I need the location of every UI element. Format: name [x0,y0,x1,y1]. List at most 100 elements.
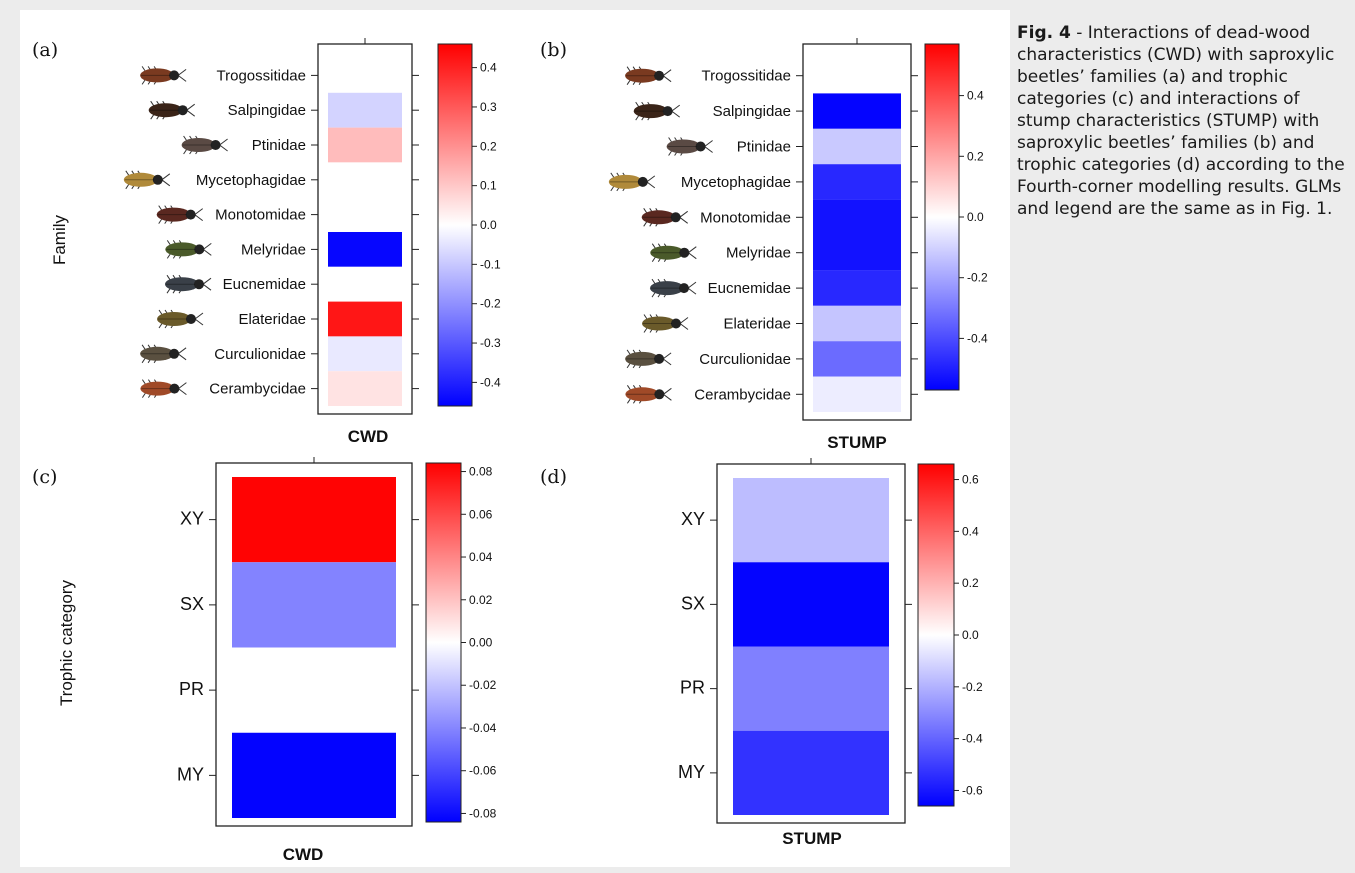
beetle-head [695,141,706,152]
colorbar [917,463,955,807]
colorbar-tick-label: -0.4 [480,375,501,389]
beetle-antenna [662,352,672,360]
colorbar [924,43,960,391]
heat-cell [232,647,396,733]
colorbar [425,462,462,823]
heat-cell [813,199,901,235]
beetle-antenna [646,181,656,189]
beetle-body [148,103,183,118]
row-label: Eucnemidae [708,280,791,297]
colorbar-tick-label: -0.2 [967,271,988,285]
heat-cell [733,478,889,563]
colorbar-tick-label: 0.08 [469,465,493,479]
beetle-icon [625,385,672,404]
beetle-body [625,387,660,402]
colorbar-tick-label: 0.2 [967,149,984,163]
colorbar-tick-label: 0.0 [962,628,979,642]
beetle-body [625,351,660,366]
beetle-antenna [177,347,187,355]
colorbar [437,43,473,407]
beetle-antenna [687,246,697,254]
row-label: Curculionidae [214,346,306,363]
colorbar-tick-label: 0.0 [480,218,497,232]
caption-text: - Interactions of dead-wood characterist… [1017,23,1345,219]
beetle-antenna [671,110,681,118]
x-axis-label: STUMP [782,829,842,848]
beetle-antenna [177,69,187,76]
beetle-antenna [202,283,212,291]
beetle-antenna [161,179,171,187]
beetle-antenna [679,216,689,224]
colorbar-tick-label: -0.4 [967,331,988,345]
beetle-head [185,209,196,220]
beetle-body [642,316,676,331]
heat-cell [328,92,402,128]
row-label: XY [681,509,705,529]
beetle-icon [140,379,187,398]
beetle-antenna [687,252,697,260]
colorbar-tick-label: -0.4 [962,732,983,746]
heat-cell [328,58,402,93]
beetle-head [654,70,665,81]
beetle-head [152,174,163,185]
heat-cell [232,477,396,563]
colorbar-tick-label: 0.0 [967,210,984,224]
beetle-antenna [194,312,204,320]
beetle-body [165,277,199,292]
beetle-antenna [662,75,672,83]
heat-cell [328,266,402,302]
beetle-body [156,207,191,222]
heatmap-panel-d: (d) XY SX PR MY STUMP 0.6 0.4 0.2 0.0 -0.2 -0.4 -0.6 [540,458,983,848]
beetle-head [679,247,690,258]
beetle-body [666,139,701,154]
beetle-icon [625,349,672,369]
panel-label: (d) [540,466,567,488]
colorbar-tick-label: -0.2 [962,680,983,694]
beetle-antenna [663,387,672,395]
colorbar-tick-label: -0.04 [469,721,497,735]
heatmap-panel-a: (a) Trogossitidae Salpingidae Ptinidae Mycet… [32,38,501,446]
heat-cell [232,562,396,648]
beetle-icon [650,243,697,262]
colorbar-tick-label: 0.1 [480,179,497,193]
heat-cell [733,646,889,731]
x-axis-label: CWD [283,845,324,864]
beetle-head [671,318,681,329]
beetle-icon [666,137,713,156]
beetle-icon [165,274,212,294]
beetle-head [662,106,673,117]
beetle-antenna [202,277,212,285]
beetle-body [181,138,216,152]
colorbar-tick-label: -0.02 [469,678,497,692]
beetle-antenna [177,75,187,82]
heat-cell [328,301,402,337]
beetle-head [194,279,204,290]
beetle-head [177,105,188,116]
beetle-antenna [203,248,212,256]
heat-cell [813,93,901,129]
beetle-icon [156,205,203,224]
figure-panel: (a) Trogossitidae Salpingidae Ptinidae Mycet… [20,10,1010,867]
beetle-antenna [186,109,195,117]
beetle-head [670,212,681,223]
colorbar-tick-label: 0.3 [480,100,497,114]
beetle-icon [157,309,204,329]
row-label: XY [180,509,204,529]
row-label: Ptinidae [252,137,306,154]
heat-cell [813,128,901,165]
row-label: Cerambycidae [694,386,791,403]
y-axis-label: Family [50,214,69,265]
beetle-icon [608,172,656,192]
beetle-body [140,68,175,83]
heat-cell [813,270,901,306]
heat-cell [328,162,402,198]
beetle-icon [123,170,171,190]
colorbar-tick-label: 0.6 [962,473,979,487]
figure-canvas: (a) Trogossitidae Salpingidae Ptinidae Mycet… [32,38,988,864]
row-label: Elateridae [723,316,791,333]
beetle-body [608,174,643,189]
row-label: PR [680,678,705,698]
beetle-antenna [194,318,204,326]
beetle-body [625,68,660,83]
y-axis-label: Trophic category [57,580,76,706]
